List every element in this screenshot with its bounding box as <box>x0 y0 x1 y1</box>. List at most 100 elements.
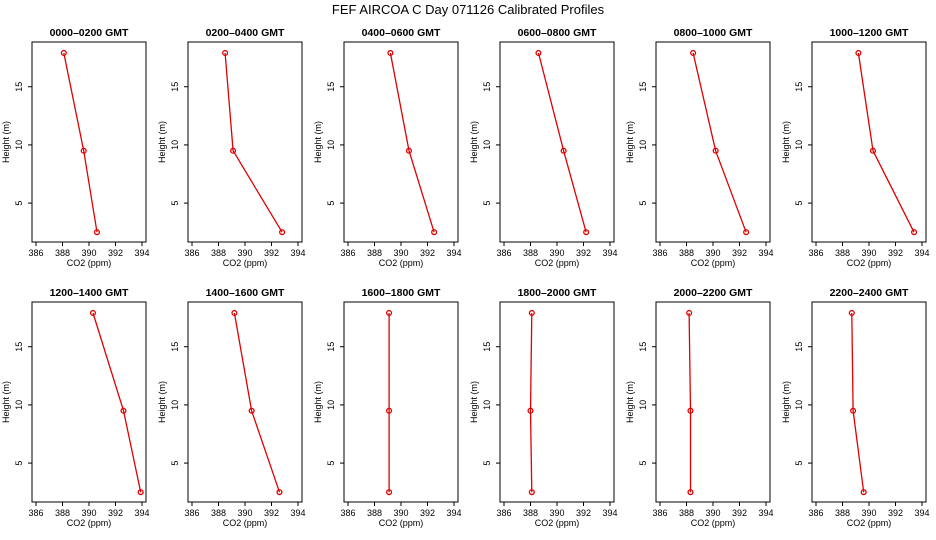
x-tick-label: 390 <box>393 248 408 258</box>
y-tick-label: 10 <box>794 140 804 150</box>
data-point <box>386 309 393 317</box>
x-tick-label: 390 <box>237 508 252 518</box>
x-tick-label: 386 <box>184 508 199 518</box>
x-tick-label: 388 <box>211 248 226 258</box>
y-tick-label: 5 <box>326 201 336 206</box>
data-point <box>850 407 857 414</box>
x-tick-label: 392 <box>888 508 903 518</box>
y-tick-label: 5 <box>482 201 492 206</box>
x-tick-label: 388 <box>55 508 70 518</box>
x-tick-label: 386 <box>652 248 667 258</box>
y-tick-label: 15 <box>170 82 180 92</box>
panel-title: 2000–2200 GMT <box>674 287 753 299</box>
x-axis-label: CO2 (ppm) <box>847 518 892 528</box>
x-tick-label: 392 <box>732 248 747 258</box>
data-point <box>60 49 67 57</box>
x-tick-label: 392 <box>108 508 123 518</box>
profile-line <box>857 52 915 233</box>
profile-line <box>63 52 98 233</box>
x-axis-label: CO2 (ppm) <box>223 258 268 268</box>
panel-12: 2200–2400 GMT 386 388 390 392 394 CO2 (ppm) 5 10… <box>781 287 930 528</box>
x-tick-label: 394 <box>758 508 773 518</box>
x-tick-label: 388 <box>835 248 850 258</box>
plot-frame <box>187 301 303 503</box>
data-point <box>583 229 590 236</box>
y-tick-label: 15 <box>326 342 336 352</box>
plot-frame <box>499 301 615 503</box>
data-point <box>686 309 693 317</box>
panel-5: 0800–1000 GMT 386 388 390 392 394 CO2 (ppm) 5 10… <box>625 27 774 268</box>
plot-frame <box>187 41 303 243</box>
x-axis-label: CO2 (ppm) <box>535 518 580 528</box>
x-tick-label: 386 <box>340 508 355 518</box>
panel-7: 1200–1400 GMT 386 388 390 392 394 CO2 (ppm) 5 10… <box>1 287 150 528</box>
panel-title: 1600–1800 GMT <box>362 287 441 299</box>
data-point <box>137 489 144 496</box>
figure-title: FEF AIRCOA C Day 071126 Calibrated Profi… <box>331 2 605 17</box>
data-point <box>231 309 238 317</box>
y-tick-label: 5 <box>170 201 180 206</box>
y-tick-label: 10 <box>170 400 180 410</box>
y-axis-label: Height (m) <box>1 121 11 163</box>
x-axis-label: CO2 (ppm) <box>691 518 736 528</box>
data-point <box>687 407 694 414</box>
x-tick-label: 390 <box>705 248 720 258</box>
x-tick-label: 386 <box>808 508 823 518</box>
y-tick-label: 5 <box>794 201 804 206</box>
x-tick-label: 392 <box>420 508 435 518</box>
x-tick-label: 386 <box>28 248 43 258</box>
panel-title: 0600–0800 GMT <box>518 27 597 39</box>
y-axis-label: Height (m) <box>781 121 791 163</box>
panel-title: 1400–1600 GMT <box>206 287 285 299</box>
x-tick-label: 388 <box>523 508 538 518</box>
panel-title: 1000–1200 GMT <box>830 27 909 39</box>
data-point <box>743 229 750 236</box>
data-point <box>848 309 855 317</box>
x-tick-label: 386 <box>28 508 43 518</box>
panel-8: 1400–1600 GMT 386 388 390 392 394 CO2 (ppm) 5 10… <box>157 287 306 528</box>
panel-1: 0000–0200 GMT 386 388 390 392 394 CO2 (ppm) 5 10… <box>1 27 150 268</box>
x-tick-label: 390 <box>81 248 96 258</box>
panel-2: 0200–0400 GMT 386 388 390 392 394 CO2 (ppm) 5 10… <box>157 27 306 268</box>
x-axis-label: CO2 (ppm) <box>535 258 580 268</box>
plot-frame <box>811 301 927 503</box>
y-tick-label: 5 <box>638 201 648 206</box>
y-tick-label: 5 <box>170 461 180 466</box>
profile-line <box>537 52 587 233</box>
x-tick-label: 390 <box>861 508 876 518</box>
data-point <box>80 147 87 154</box>
x-tick-label: 394 <box>914 508 929 518</box>
y-axis-label: Height (m) <box>157 381 167 423</box>
y-tick-label: 10 <box>326 400 336 410</box>
x-tick-label: 392 <box>108 248 123 258</box>
profile-line <box>529 312 533 493</box>
plot-frame <box>31 301 147 503</box>
panel-9: 1600–1800 GMT 386 388 390 392 394 CO2 (ppm) 5 10… <box>313 287 462 528</box>
data-point <box>279 229 286 236</box>
plot-frame <box>31 41 147 243</box>
y-tick-label: 15 <box>638 82 648 92</box>
x-tick-label: 394 <box>602 508 617 518</box>
x-tick-label: 392 <box>576 508 591 518</box>
x-axis-label: CO2 (ppm) <box>691 258 736 268</box>
y-axis-label: Height (m) <box>157 121 167 163</box>
data-point <box>222 49 229 57</box>
y-tick-label: 10 <box>170 140 180 150</box>
x-tick-label: 394 <box>758 248 773 258</box>
x-axis-label: CO2 (ppm) <box>379 258 424 268</box>
y-tick-label: 5 <box>14 461 24 466</box>
y-tick-label: 15 <box>170 342 180 352</box>
data-point <box>687 489 694 496</box>
y-axis-label: Height (m) <box>1 381 11 423</box>
x-tick-label: 386 <box>808 248 823 258</box>
y-tick-label: 15 <box>482 82 492 92</box>
plot-frame <box>655 301 771 503</box>
y-tick-label: 5 <box>482 461 492 466</box>
panel-6: 1000–1200 GMT 386 388 390 392 394 CO2 (ppm) 5 10… <box>781 27 930 268</box>
profile-line <box>389 52 435 233</box>
x-tick-label: 390 <box>393 508 408 518</box>
plot-frame <box>499 41 615 243</box>
data-point <box>387 49 394 57</box>
data-point <box>560 147 567 154</box>
